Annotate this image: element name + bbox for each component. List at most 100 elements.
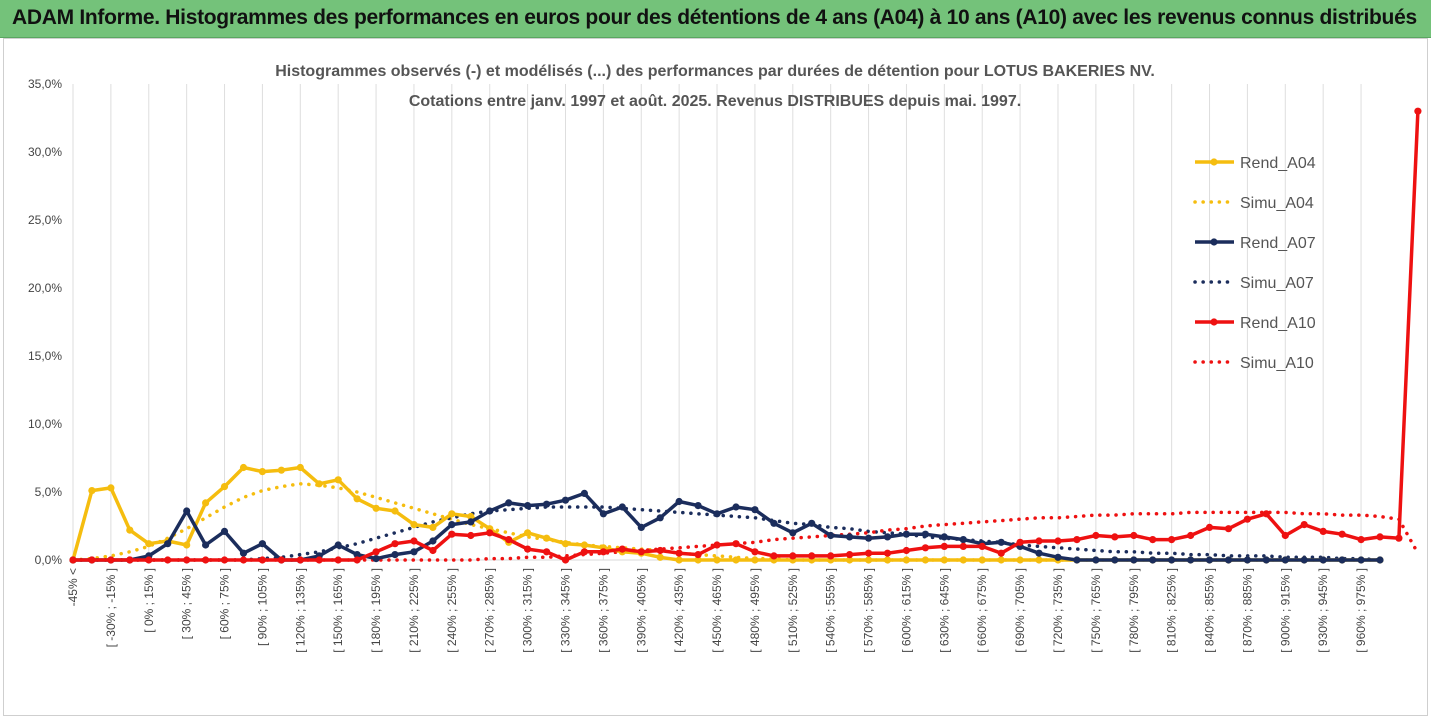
data-point [467, 531, 475, 540]
data-point [524, 502, 532, 510]
x-tick-label: [ -30% ; -15% ] [104, 568, 118, 647]
data-point [713, 541, 721, 549]
data-point [808, 552, 816, 560]
data-point [391, 551, 399, 559]
series-line [73, 491, 1380, 562]
data-point [580, 548, 589, 556]
data-point [883, 549, 892, 557]
data-point [637, 548, 645, 556]
data-point [1300, 556, 1308, 564]
data-point [770, 552, 778, 560]
data-point [599, 548, 608, 556]
x-tick-label: [ 720% ; 735% ] [1051, 568, 1065, 653]
data-point [429, 537, 437, 545]
data-point [334, 556, 342, 564]
data-point [675, 549, 683, 557]
data-point [1281, 531, 1289, 540]
data-point [1376, 533, 1384, 541]
data-point [391, 540, 399, 548]
legend-label: Rend_A10 [1240, 315, 1316, 332]
x-tick-label: [ 450% ; 465% ] [710, 568, 724, 653]
data-point [410, 521, 418, 529]
legend-item-rend_a07: Rend_A07 [1195, 235, 1316, 252]
data-point [599, 510, 608, 518]
data-point [846, 556, 854, 564]
x-tick-label: [ 660% ; 675% ] [975, 568, 989, 653]
data-point [694, 502, 702, 510]
data-point [410, 548, 418, 556]
y-tick-label: 30,0% [28, 145, 62, 159]
data-point [921, 556, 930, 564]
data-point [978, 556, 986, 564]
data-point [751, 556, 759, 564]
data-point [997, 556, 1005, 564]
data-point [524, 545, 532, 553]
data-point [1262, 556, 1270, 564]
legend-item-rend_a04: Rend_A04 [1195, 155, 1316, 172]
data-point [296, 463, 304, 472]
data-point [656, 514, 664, 522]
data-point [921, 544, 930, 552]
data-point [543, 548, 551, 556]
x-tick-label: [ 930% ; 945% ] [1316, 568, 1330, 653]
x-tick-label: [ 390% ; 405% ] [634, 568, 648, 653]
data-point [220, 527, 229, 536]
chart-title-line2: Cotations entre janv. 1997 et août. 2025… [409, 93, 1021, 110]
data-point [694, 556, 702, 564]
data-point [940, 542, 948, 551]
data-point [467, 512, 475, 521]
data-point [902, 530, 911, 538]
legend-item-rend_a10: Rend_A10 [1195, 315, 1316, 332]
data-point [372, 555, 380, 563]
data-point [183, 556, 191, 564]
data-point [1319, 527, 1327, 536]
data-point [1130, 556, 1138, 564]
data-point [637, 523, 645, 532]
data-point [1187, 531, 1195, 540]
data-point [865, 534, 873, 542]
data-point [372, 548, 380, 556]
data-point [713, 556, 721, 564]
data-point [865, 556, 873, 564]
data-point [202, 541, 210, 549]
data-point [1130, 531, 1138, 540]
data-point [1035, 537, 1043, 545]
data-point [561, 496, 570, 504]
data-point [164, 556, 172, 564]
data-point [978, 542, 986, 551]
data-point [543, 534, 551, 542]
data-point [1016, 556, 1024, 564]
data-point [846, 551, 854, 559]
data-point [372, 504, 380, 512]
data-point [959, 556, 967, 564]
data-point [1262, 510, 1270, 518]
legend-label: Simu_A10 [1240, 355, 1314, 372]
data-point [353, 495, 361, 503]
data-point [997, 538, 1005, 546]
data-point [202, 499, 210, 507]
data-point [448, 510, 456, 518]
data-point [808, 519, 816, 527]
data-point [505, 536, 513, 544]
legend-item-simu_a07: Simu_A07 [1193, 275, 1314, 292]
data-point [126, 556, 134, 564]
data-point [1224, 556, 1233, 564]
data-point [883, 556, 892, 564]
x-tick-label: -45% < [66, 568, 80, 606]
x-tick-label: [ 210% ; 225% ] [407, 568, 421, 653]
data-point [751, 506, 759, 514]
data-point [88, 556, 96, 564]
x-tick-label: [ 270% ; 285% ] [483, 568, 497, 653]
x-tick-label: [ 120% ; 135% ] [293, 568, 307, 653]
data-point [1376, 556, 1384, 564]
legend-marker [1210, 158, 1218, 166]
legend-marker [1210, 318, 1218, 326]
data-point [353, 551, 361, 559]
data-point [486, 529, 494, 537]
vertical-gridlines [72, 84, 1362, 560]
data-point [1395, 534, 1403, 542]
data-point [1357, 536, 1365, 544]
legend-label: Rend_A04 [1240, 155, 1316, 172]
data-point [694, 551, 702, 559]
